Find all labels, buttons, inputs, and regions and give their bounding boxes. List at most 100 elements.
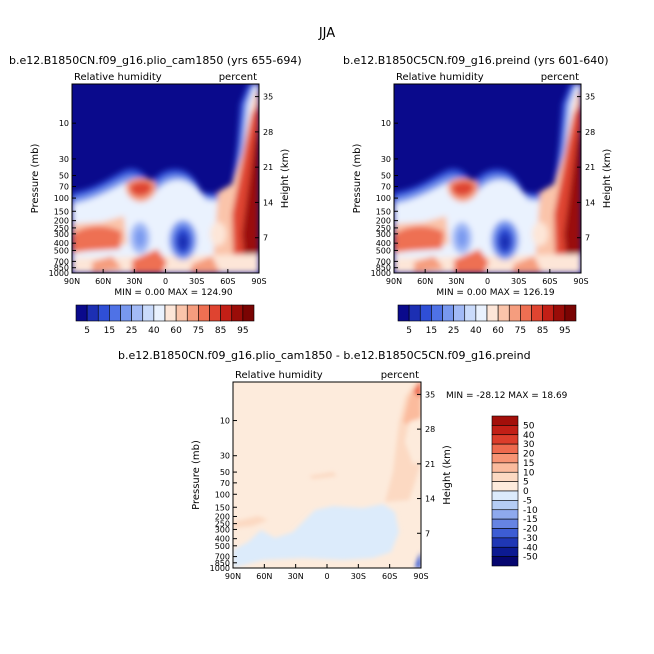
colorbar-label: 85 xyxy=(537,326,548,336)
y-tick-label: 700 xyxy=(215,553,230,562)
x-tick-label: 60N xyxy=(95,277,111,286)
y2-tick-label: 35 xyxy=(425,390,435,399)
y2-tick-label: 14 xyxy=(585,198,595,207)
colorbar-label: -10 xyxy=(523,506,538,516)
colorbar-label: 25 xyxy=(448,326,459,336)
colorbar-swatch xyxy=(491,415,519,426)
colorbar-swatch xyxy=(242,304,255,322)
y-tick-label: 850 xyxy=(215,559,230,568)
x-tick-label: 30S xyxy=(189,277,204,286)
minmax-label: MIN = -28.12 MAX = 18.69 xyxy=(446,391,568,401)
x-tick-label: 90S xyxy=(573,277,588,286)
y-tick-label: 30 xyxy=(220,452,230,461)
y-tick-label: 400 xyxy=(54,239,69,248)
colorbar-label: 40 xyxy=(470,326,482,336)
colorbar-swatch xyxy=(175,304,188,322)
colorbar-swatch xyxy=(109,304,121,322)
y-tick-label: 50 xyxy=(59,172,69,181)
y-tick-label: 250 xyxy=(215,520,230,529)
colorbar-swatch xyxy=(419,304,432,322)
colorbar-label: -30 xyxy=(523,534,538,544)
y2-tick-label: 28 xyxy=(425,425,435,434)
units-label: percent xyxy=(541,72,579,83)
panel3-axes: 90N 60N 30N 0 30S 60S 90S103050701001502002503… xyxy=(191,370,568,581)
colorbar-swatch xyxy=(491,434,519,445)
colorbar-label: 30 xyxy=(523,440,535,450)
colorbar-swatch xyxy=(491,556,519,567)
colorbar-swatch xyxy=(231,304,244,322)
colorbar-swatch xyxy=(220,304,233,322)
colorbar-label: 85 xyxy=(215,326,226,336)
panel1-axes: 90N 60N 30N 0 30S 60S 90S103050701001502002503… xyxy=(30,72,291,298)
x-tick-label: 30N xyxy=(126,277,142,286)
colorbar-swatch xyxy=(491,481,519,492)
y2-tick-label: 35 xyxy=(585,93,595,102)
colorbar-swatch xyxy=(86,304,99,322)
variable-label: Relative humidity xyxy=(74,72,162,83)
y-tick-label: 700 xyxy=(54,257,69,266)
x-tick-label: 30S xyxy=(351,572,366,581)
x-tick-label: 30S xyxy=(511,277,526,286)
colorbar-swatch xyxy=(491,518,519,529)
y-tick-label: 500 xyxy=(215,542,230,551)
colorbar-swatch xyxy=(164,304,177,322)
x-tick-label: 0 xyxy=(163,277,168,286)
y-tick-label: 250 xyxy=(54,224,69,233)
y-tick-label: 850 xyxy=(54,264,69,273)
colorbar-swatch xyxy=(491,490,519,501)
panel1-title: b.e12.B1850CN.f09_g16.plio_cam1850 (yrs … xyxy=(9,54,302,67)
y-tick-label: 1000 xyxy=(49,269,69,278)
y2-axis-title: Height (km) xyxy=(602,149,613,209)
colorbar-label: 75 xyxy=(515,326,526,336)
y-tick-label: 150 xyxy=(215,503,230,512)
minmax-label: MIN = 0.00 MAX = 124.90 xyxy=(114,288,232,298)
y-tick-label: 70 xyxy=(381,182,391,191)
colorbar-swatch xyxy=(497,304,510,322)
colorbar-swatch xyxy=(120,304,132,322)
y-tick-label: 200 xyxy=(376,217,391,226)
colorbar-swatch xyxy=(142,304,155,322)
y-tick-label: 400 xyxy=(215,535,230,544)
y2-tick-label: 14 xyxy=(425,495,435,504)
x-tick-label: 0 xyxy=(324,572,329,581)
colorbar-label: 40 xyxy=(148,326,160,336)
y-tick-label: 30 xyxy=(381,155,391,164)
colorbar-label: 20 xyxy=(523,450,535,460)
colorbar-label: 15 xyxy=(104,326,115,336)
colorbar-label: 15 xyxy=(523,459,534,469)
colorbar-swatch xyxy=(209,304,221,322)
colorbar-swatch xyxy=(508,304,521,322)
colorbar-label: -50 xyxy=(523,553,538,563)
x-tick-label: 90N xyxy=(64,277,80,286)
colorbar-label: 50 xyxy=(523,421,535,431)
panel3-title: b.e12.B1850CN.f09_g16.plio_cam1850 - b.e… xyxy=(118,349,531,362)
variable-label: Relative humidity xyxy=(396,72,484,83)
colorbar-swatch xyxy=(186,304,199,322)
y-axis-title: Pressure (mb) xyxy=(30,144,41,214)
colorbar-swatch xyxy=(75,304,88,322)
panel2-axes: 90N 60N 30N 0 30S 60S 90S103050701001502002503… xyxy=(352,72,613,298)
colorbar-swatch xyxy=(453,304,466,322)
y2-tick-label: 21 xyxy=(263,163,273,172)
suptitle: JJA xyxy=(318,26,336,41)
y-axis-title: Pressure (mb) xyxy=(191,440,202,510)
colorbar-swatch xyxy=(491,471,519,482)
colorbar-swatch xyxy=(520,304,532,322)
y-tick-label: 1000 xyxy=(210,564,230,573)
colorbar-swatch xyxy=(491,546,519,557)
x-tick-label: 90S xyxy=(251,277,266,286)
colorbar-label: -15 xyxy=(523,515,538,525)
colorbar-swatch xyxy=(486,304,499,322)
y2-axis-title: Height (km) xyxy=(442,445,453,505)
y-tick-label: 30 xyxy=(59,155,69,164)
colorbar-swatch xyxy=(491,425,519,436)
colorbar-swatch xyxy=(442,304,454,322)
colorbar-label: 10 xyxy=(523,468,535,478)
y-tick-label: 500 xyxy=(54,246,69,255)
y-tick-label: 1000 xyxy=(371,269,391,278)
colorbar-label: -40 xyxy=(523,543,538,553)
y-tick-label: 400 xyxy=(376,239,391,248)
colorbar-label: 5 xyxy=(84,326,90,336)
y-tick-label: 100 xyxy=(215,490,230,499)
